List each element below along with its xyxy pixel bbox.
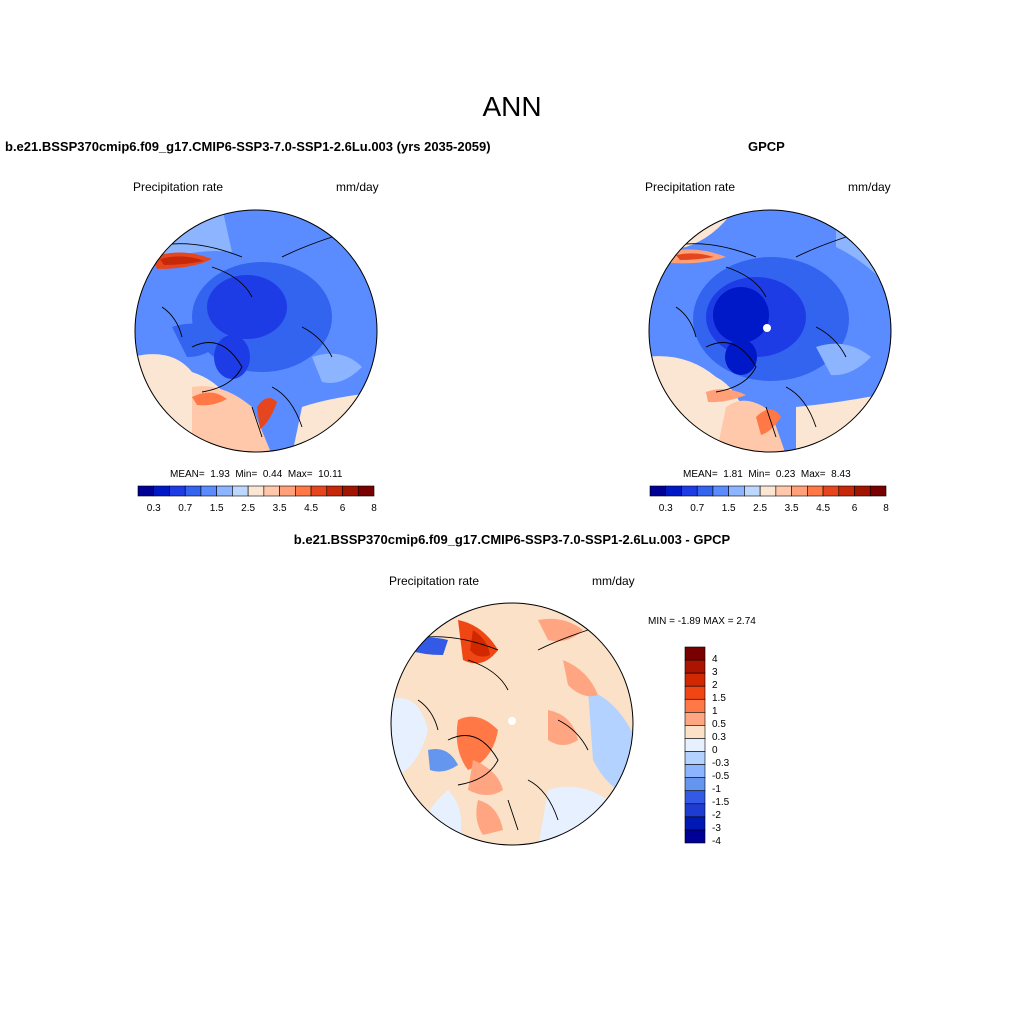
colorbar-tick-label: 0 — [712, 745, 718, 756]
colorbar-swatch — [649, 485, 667, 497]
obs-variable-label: Precipitation rate — [645, 180, 736, 194]
diff-minmax: MIN = -1.89 MAX = 2.74 — [648, 616, 756, 627]
colorbar-tick-label: 3 — [712, 666, 718, 678]
colorbar-swatch — [684, 829, 706, 844]
colorbar-tick-label: 3.5 — [272, 503, 287, 514]
colorbar-swatch — [684, 672, 706, 687]
diff-colorbar-labels: 4 3 2 1.5 1 0.5 0.3 0 -0.3 -0.5 -1 -1.5 -2 -3 -4 — [710, 646, 750, 848]
colorbar-swatch — [216, 485, 233, 497]
colorbar-swatch — [759, 485, 777, 497]
model-variable-label: Precipitation rate — [133, 180, 224, 194]
colorbar-tick-label: -3 — [712, 823, 721, 835]
colorbar-tick-label: 3.5 — [784, 503, 799, 514]
colorbar-swatch — [684, 646, 706, 661]
colorbar-swatch — [712, 485, 729, 497]
obs-units-label: mm/day — [848, 180, 891, 194]
model-polar-map — [134, 209, 378, 453]
colorbar-swatch — [342, 485, 359, 497]
colorbar-tick-label: 1.5 — [209, 503, 224, 514]
colorbar-swatch — [684, 751, 706, 765]
colorbar-swatch — [247, 485, 265, 497]
colorbar-tick-label: 4.5 — [816, 503, 831, 514]
colorbar-tick-label: -0.5 — [712, 771, 730, 783]
colorbar-tick-label: 6 — [339, 503, 346, 514]
model-stats: MEAN= 1.93 Min= 0.44 Max= 10.11 — [170, 469, 343, 480]
colorbar-tick-label: 4.5 — [304, 503, 319, 514]
model-units-label: mm/day — [336, 180, 379, 194]
obs-colorbar — [649, 485, 887, 497]
colorbar-tick-label: 1.5 — [712, 692, 726, 704]
diff-polar-map — [390, 602, 634, 846]
colorbar-swatch — [684, 738, 706, 752]
colorbar-swatch — [184, 485, 202, 497]
obs-polar-map — [648, 209, 892, 453]
colorbar-tick-label: 2.5 — [753, 503, 768, 514]
colorbar-tick-label: 1.5 — [721, 503, 736, 514]
diff-panel-title: b.e21.BSSP370cmip6.f09_g17.CMIP6-SSP3-7.… — [293, 532, 731, 547]
colorbar-swatch — [684, 712, 706, 726]
colorbar-swatch — [684, 659, 706, 674]
obs-panel-title: GPCP — [748, 139, 785, 154]
colorbar-tick-label: 0.3 — [712, 731, 726, 743]
colorbar-tick-label: -1 — [712, 784, 721, 796]
colorbar-swatch — [279, 485, 296, 497]
colorbar-swatch — [744, 485, 761, 497]
colorbar-tick-label: 0.7 — [178, 503, 193, 514]
figure-title: ANN — [482, 91, 542, 122]
colorbar-swatch — [775, 485, 792, 497]
colorbar-tick-label: 0.5 — [712, 718, 726, 730]
colorbar-swatch — [869, 485, 887, 497]
colorbar-swatch — [822, 485, 840, 497]
colorbar-tick-label: 1 — [712, 705, 718, 717]
colorbar-swatch — [263, 485, 280, 497]
diff-units-label: mm/day — [592, 574, 635, 588]
colorbar-swatch — [838, 485, 855, 497]
colorbar-swatch — [696, 485, 714, 497]
colorbar-tick-label: 0.3 — [146, 503, 161, 514]
colorbar-tick-label: -0.3 — [712, 758, 730, 770]
colorbar-tick-label: 4 — [712, 653, 718, 665]
colorbar-swatch — [807, 485, 824, 497]
colorbar-swatch — [153, 485, 170, 497]
colorbar-swatch — [295, 485, 312, 497]
colorbar-swatch — [169, 485, 186, 497]
diff-colorbar — [684, 646, 706, 844]
colorbar-swatch — [684, 685, 706, 700]
colorbar-tick-label: 6 — [851, 503, 858, 514]
colorbar-swatch — [684, 764, 706, 778]
colorbar-swatch — [684, 777, 706, 792]
colorbar-swatch — [232, 485, 249, 497]
colorbar-swatch — [684, 790, 706, 805]
colorbar-swatch — [137, 485, 155, 497]
colorbar-swatch — [728, 485, 745, 497]
colorbar-swatch — [326, 485, 343, 497]
colorbar-tick-label: -4 — [712, 836, 721, 848]
colorbar-swatch — [684, 725, 706, 739]
colorbar-swatch — [357, 485, 375, 497]
colorbar-swatch — [684, 816, 706, 831]
colorbar-swatch — [791, 485, 808, 497]
colorbar-swatch — [681, 485, 698, 497]
colorbar-swatch — [684, 803, 706, 818]
colorbar-swatch — [854, 485, 871, 497]
colorbar-tick-label: 0.7 — [690, 503, 705, 514]
obs-stats: MEAN= 1.81 Min= 0.23 Max= 8.43 — [683, 469, 851, 480]
diff-variable-label: Precipitation rate — [389, 574, 480, 588]
model-panel-title: b.e21.BSSP370cmip6.f09_g17.CMIP6-SSP3-7.… — [5, 139, 491, 154]
colorbar-swatch — [310, 485, 328, 497]
colorbar-tick-label: 2.5 — [241, 503, 256, 514]
colorbar-swatch — [684, 698, 706, 713]
model-colorbar — [137, 485, 375, 497]
colorbar-tick-label: -2 — [712, 810, 721, 822]
colorbar-swatch — [665, 485, 682, 497]
colorbar-tick-label: 2 — [712, 679, 718, 691]
colorbar-tick-label: 8 — [371, 503, 377, 514]
colorbar-tick-label: -1.5 — [712, 797, 730, 809]
colorbar-tick-label: 8 — [883, 503, 889, 514]
colorbar-tick-label: 0.3 — [658, 503, 673, 514]
colorbar-swatch — [200, 485, 217, 497]
